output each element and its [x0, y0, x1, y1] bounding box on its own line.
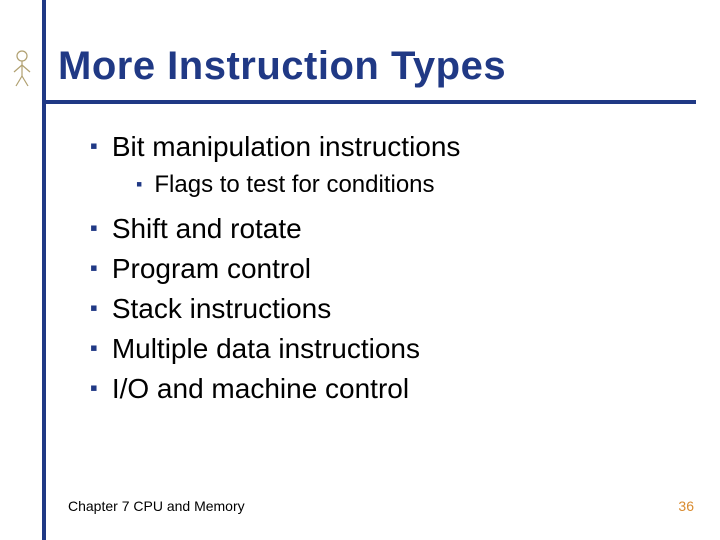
list-item-text: Multiple data instructions: [112, 332, 420, 366]
vertical-rule: [42, 0, 46, 540]
list-subitem-text: Flags to test for conditions: [154, 170, 434, 200]
list-item: ▪ Shift and rotate: [90, 212, 670, 246]
list-item-text: I/O and machine control: [112, 372, 409, 406]
list-item-text: Shift and rotate: [112, 212, 302, 246]
list-item-text: Stack instructions: [112, 292, 331, 326]
square-bullet-icon: ▪: [90, 372, 98, 404]
list-subitem: ▪ Flags to test for conditions: [136, 170, 670, 200]
list-item: ▪ Program control: [90, 252, 670, 286]
list-item: ▪ Multiple data instructions: [90, 332, 670, 366]
list-item-text: Bit manipulation instructions: [112, 130, 461, 164]
slide-title: More Instruction Types: [58, 44, 506, 89]
title-underline: [46, 100, 696, 104]
page-number: 36: [678, 498, 694, 514]
square-bullet-icon: ▪: [90, 252, 98, 284]
bullet-list: ▪ Bit manipulation instructions ▪ Flags …: [70, 130, 670, 412]
square-bullet-icon: ▪: [90, 130, 98, 162]
square-bullet-icon: ▪: [90, 292, 98, 324]
footer-chapter: Chapter 7 CPU and Memory: [68, 498, 245, 514]
list-item-text: Program control: [112, 252, 311, 286]
square-bullet-icon: ▪: [136, 170, 142, 198]
list-item: ▪ Stack instructions: [90, 292, 670, 326]
list-item: ▪ Bit manipulation instructions: [90, 130, 670, 164]
square-bullet-icon: ▪: [90, 332, 98, 364]
list-item: ▪ I/O and machine control: [90, 372, 670, 406]
decorative-figure-icon: [10, 48, 34, 88]
square-bullet-icon: ▪: [90, 212, 98, 244]
